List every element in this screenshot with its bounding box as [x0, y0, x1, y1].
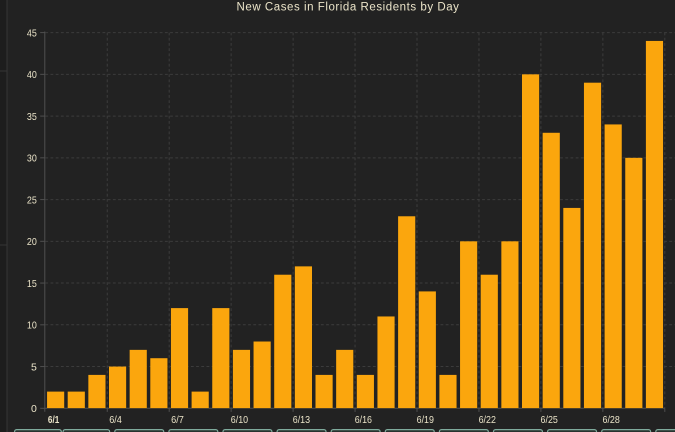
svg-text:5: 5 [31, 361, 37, 373]
svg-text:6/22: 6/22 [479, 414, 496, 426]
svg-text:10: 10 [27, 320, 37, 332]
svg-text:20: 20 [27, 236, 37, 248]
svg-text:15: 15 [27, 278, 37, 290]
svg-text:6/4: 6/4 [109, 414, 122, 426]
svg-text:6/25: 6/25 [541, 414, 558, 426]
svg-text:6/10: 6/10 [231, 414, 248, 426]
svg-text:6/1: 6/1 [48, 414, 60, 426]
svg-text:New Cases in Florida Residents: New Cases in Florida Residents by Day [237, 1, 460, 13]
svg-text:0: 0 [31, 403, 37, 415]
svg-text:6/13: 6/13 [293, 414, 310, 426]
svg-text:6/28: 6/28 [603, 414, 620, 426]
svg-text:6/7: 6/7 [171, 414, 184, 426]
svg-text:40: 40 [27, 69, 37, 81]
svg-text:45: 45 [27, 28, 37, 40]
svg-text:6/16: 6/16 [355, 414, 372, 426]
svg-text:25: 25 [27, 194, 37, 206]
svg-text:30: 30 [27, 153, 37, 165]
svg-text:6/19: 6/19 [417, 414, 434, 426]
svg-text:35: 35 [27, 111, 37, 123]
